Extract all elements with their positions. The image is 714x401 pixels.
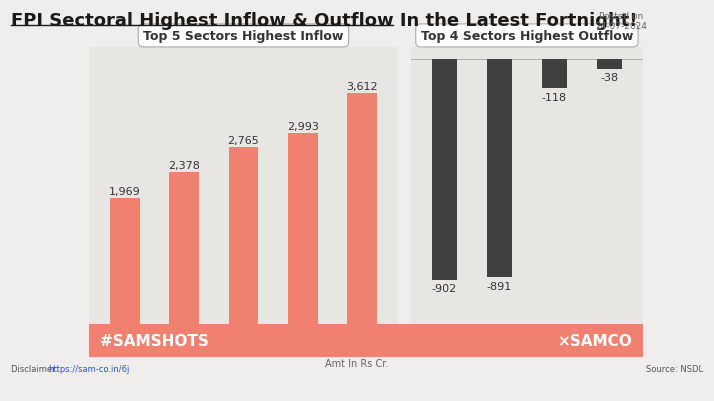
Bar xyxy=(110,198,140,324)
Text: ×SAMCO: ×SAMCO xyxy=(557,333,632,348)
Title: Top 4 Sectors Highest Outflow: Top 4 Sectors Highest Outflow xyxy=(421,30,633,43)
Bar xyxy=(228,148,258,324)
Text: 2,378: 2,378 xyxy=(169,161,200,171)
Text: https://sam-co.in/6j: https://sam-co.in/6j xyxy=(49,364,130,373)
Bar xyxy=(597,60,622,69)
Text: Amt In Rs Cr.: Amt In Rs Cr. xyxy=(326,358,388,368)
Text: 1,969: 1,969 xyxy=(109,187,141,196)
Text: Disclaimer:: Disclaimer: xyxy=(11,364,61,373)
Text: 2,993: 2,993 xyxy=(287,122,318,132)
Bar xyxy=(347,94,377,324)
Bar xyxy=(169,172,199,324)
Text: 2,765: 2,765 xyxy=(228,136,259,146)
Text: -38: -38 xyxy=(600,73,618,83)
Text: -891: -891 xyxy=(487,281,512,291)
Text: -118: -118 xyxy=(542,93,567,103)
Text: FPI Sectoral Highest Inflow & Outflow In the Latest Fortnight!: FPI Sectoral Highest Inflow & Outflow In… xyxy=(11,12,637,30)
Text: #SAMSHOTS: #SAMSHOTS xyxy=(100,333,209,348)
Bar xyxy=(432,60,457,280)
Text: 3,612: 3,612 xyxy=(346,82,378,92)
Text: Posted on
24-07-2024: Posted on 24-07-2024 xyxy=(595,12,647,31)
Text: -902: -902 xyxy=(432,284,457,294)
Title: Top 5 Sectors Highest Inflow: Top 5 Sectors Highest Inflow xyxy=(144,30,343,43)
Text: Source: NSDL: Source: NSDL xyxy=(646,364,703,373)
Bar xyxy=(542,60,567,89)
Bar xyxy=(487,60,512,277)
Bar xyxy=(288,134,318,324)
